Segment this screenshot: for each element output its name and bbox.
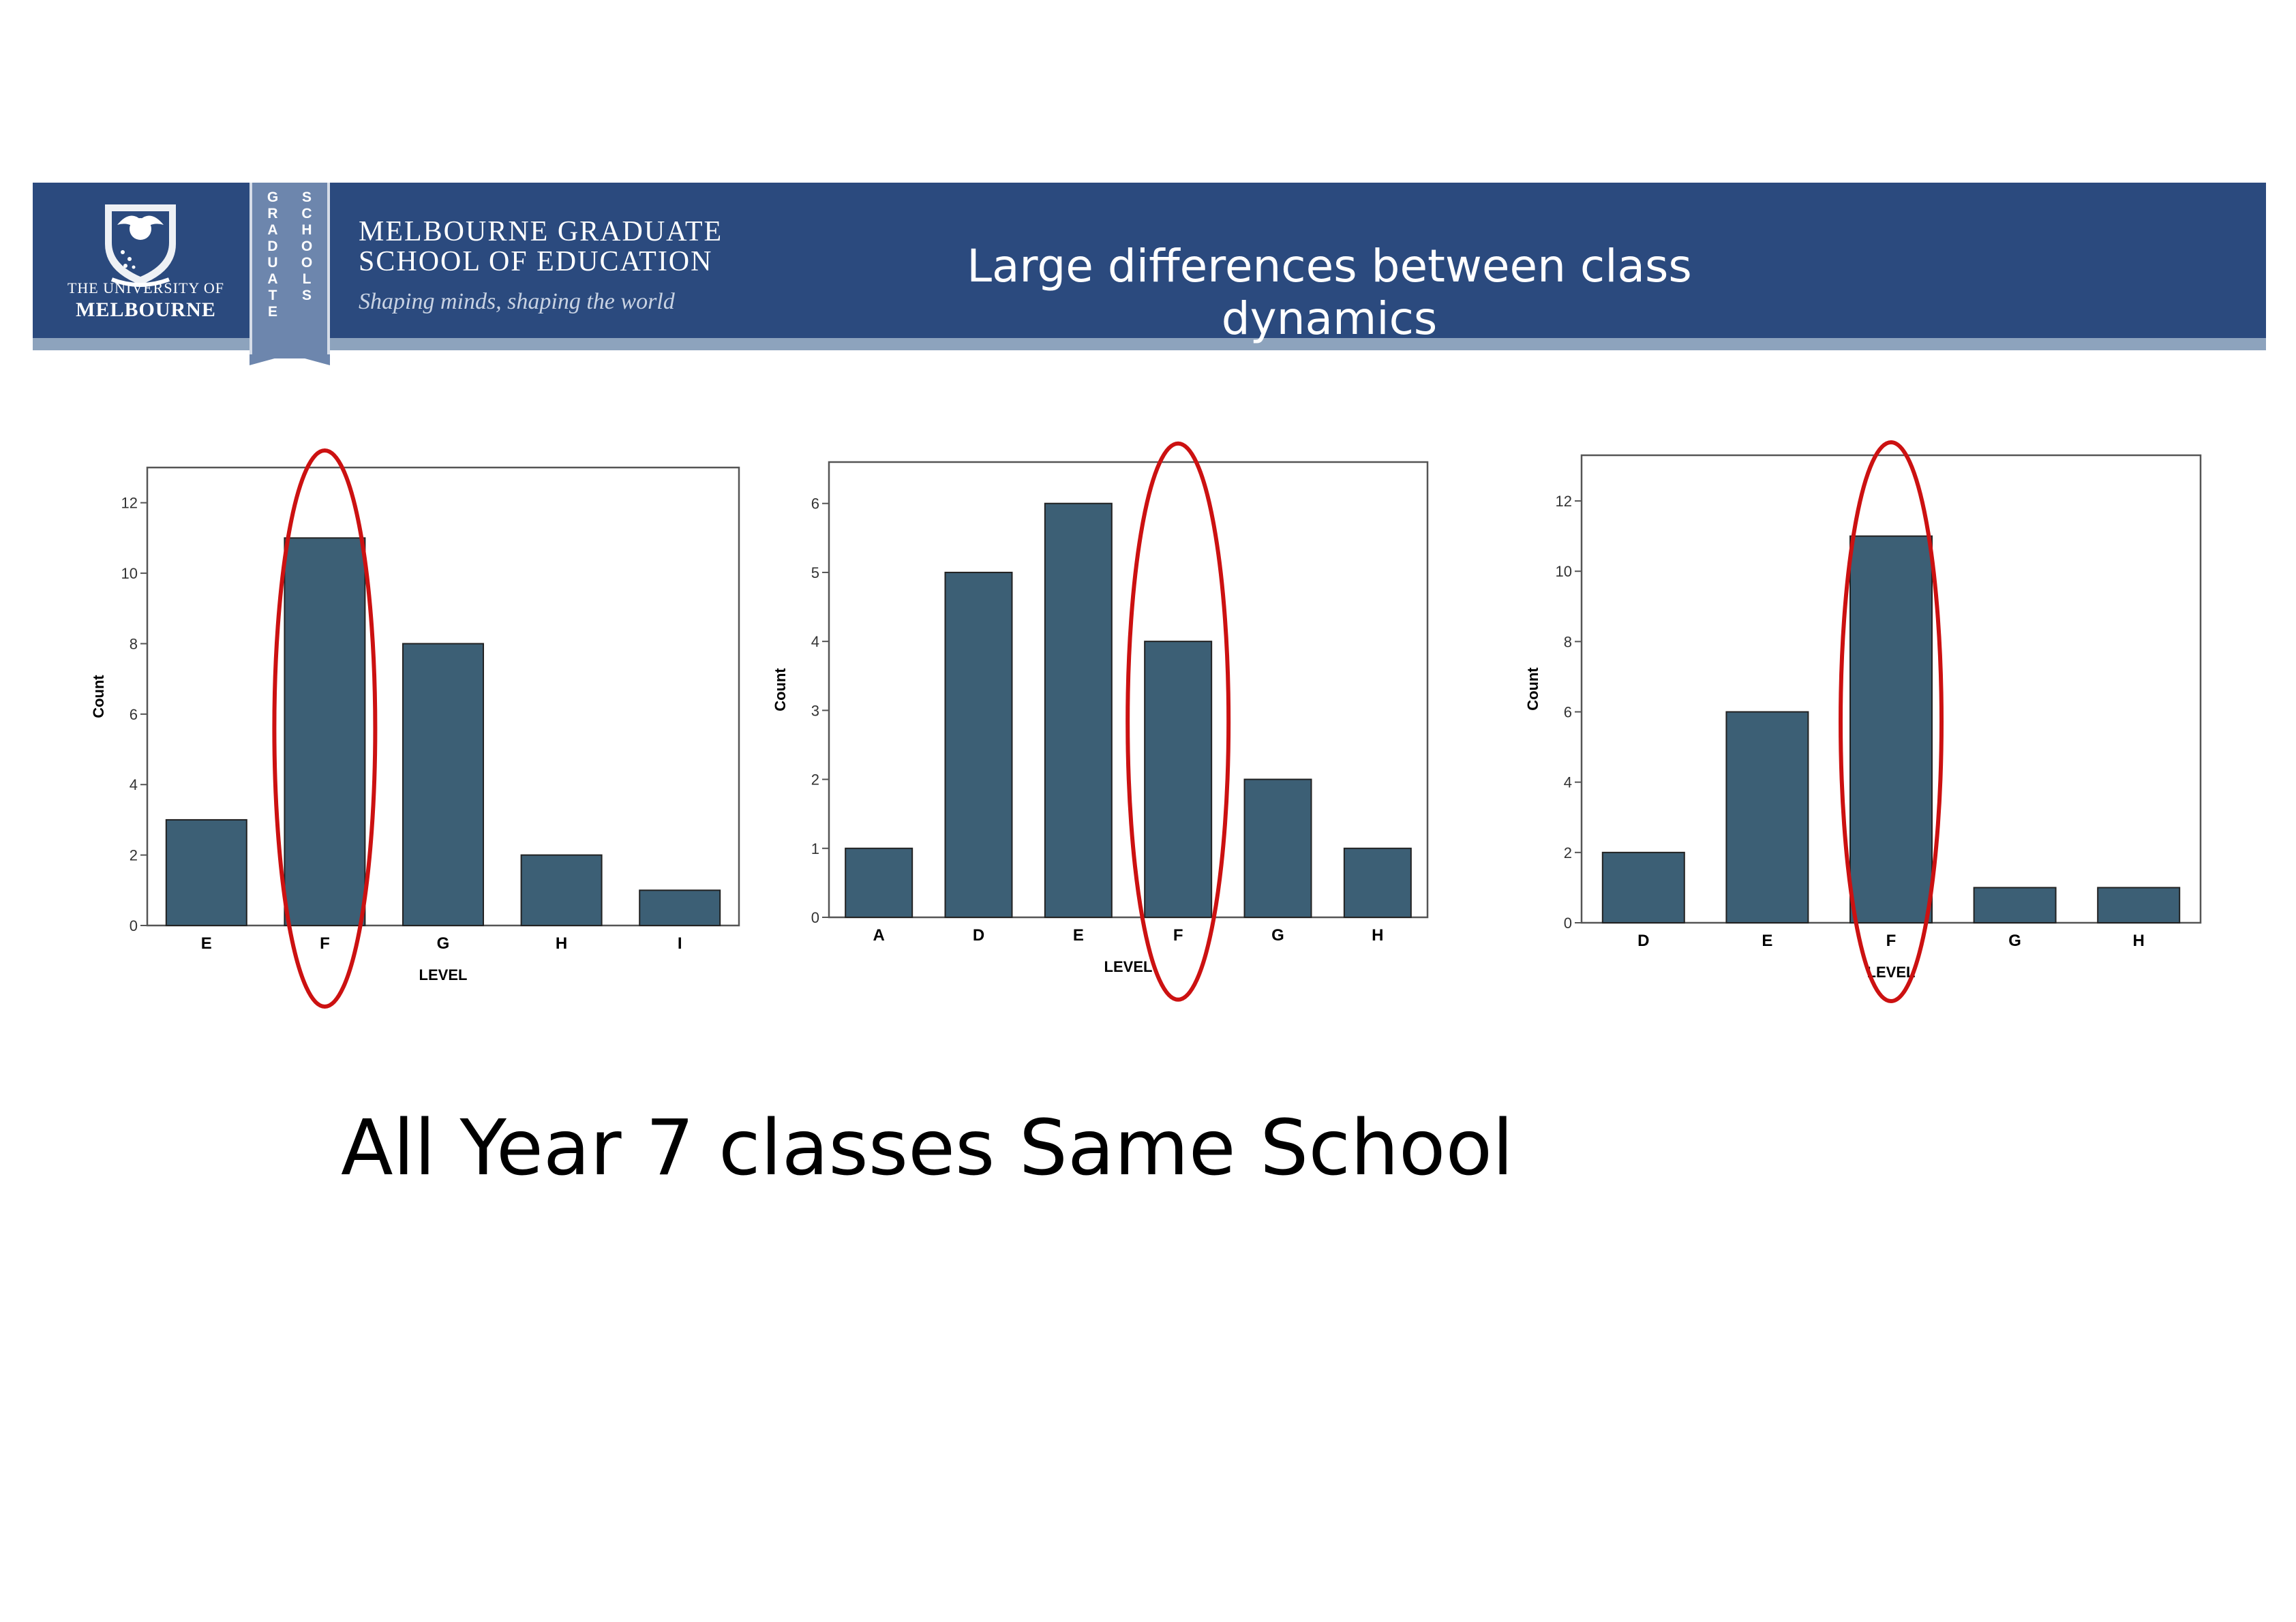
chart2-bar-H [1343,847,1412,918]
y-tick-label: 4 [811,633,819,650]
y-tick-label: 6 [130,706,138,723]
x-tick-label: E [1762,932,1772,950]
x-tick-label: E [201,934,212,953]
y-axis-label: Count [90,675,107,718]
x-tick-label: E [1073,926,1084,945]
x-axis-label: LEVEL [1104,958,1153,975]
header-stripe [33,338,2266,350]
x-tick-label: G [437,934,450,953]
chart1-bar-F [284,537,366,926]
chart2-bar-E [1044,502,1113,918]
y-tick-label: 10 [1556,563,1572,580]
x-tick-label: G [2008,932,2021,950]
chart3-bar-D [1601,851,1685,924]
slide-title: Large differences between class dynamics [967,240,1692,345]
x-tick-label: A [873,926,884,945]
x-axis-label: LEVEL [1867,964,1916,981]
x-tick-label: F [320,934,330,953]
chart2-bar-F [1144,641,1213,918]
y-tick-label: 2 [811,771,819,789]
y-tick-label: 10 [121,565,138,582]
y-tick-label: 12 [121,495,138,512]
y-tick-label: 12 [1556,493,1572,510]
chart2-bar-G [1243,778,1312,919]
y-tick-label: 6 [811,495,819,512]
x-tick-label: H [556,934,567,953]
y-tick-label: 3 [811,702,819,719]
y-tick-label: 8 [1564,633,1572,650]
ribbon-tail [250,354,330,365]
university-name-line1: THE UNIVERSITY OF [67,279,225,296]
chart1-bar-G [402,643,484,926]
y-tick-label: 5 [811,564,819,581]
chart3-bar-E [1725,711,1809,924]
slide-caption: All Year 7 classes Same School [341,1104,1514,1193]
y-tick-label: 4 [130,776,138,793]
y-axis-label: Count [1524,667,1541,711]
school-name-line1: MELBOURNE GRADUATE [359,216,723,247]
x-tick-label: G [1271,926,1284,945]
school-name-line2: SCHOOL OF EDUCATION [359,246,713,277]
x-tick-label: F [1886,932,1897,950]
y-tick-label: 2 [1564,844,1572,861]
chart3-bar-H [2097,887,2181,923]
y-tick-label: 0 [811,909,819,926]
chart1-bar-E [165,818,247,927]
chart2-bar-D [944,571,1013,918]
x-tick-label: H [2133,932,2145,950]
x-axis-label: LEVEL [419,966,468,983]
y-tick-label: 4 [1564,774,1572,791]
y-tick-label: 1 [811,840,819,857]
chart3-bar-F [1849,535,1933,923]
chart1-bar-H [520,854,603,926]
school-tagline: Shaping minds, shaping the world [359,289,675,314]
header-banner [33,183,2266,338]
y-tick-label: 2 [130,847,138,864]
chart2-bar-A [845,847,913,918]
y-tick-label: 0 [130,917,138,934]
chart1-bar-I [639,889,721,927]
x-tick-label: H [1372,926,1383,945]
x-tick-label: D [973,926,984,945]
x-tick-label: F [1173,926,1183,945]
chart3-bar-G [1973,887,2057,923]
y-axis-label: Count [772,668,789,711]
y-tick-label: 6 [1564,704,1572,721]
university-name-line2: MELBOURNE [76,299,216,321]
y-tick-label: 8 [130,635,138,652]
chart2-highlight-ellipse [1126,441,1231,1002]
x-tick-label: D [1637,932,1649,950]
x-tick-label: I [678,934,682,953]
chart3-highlight-ellipse [1839,440,1944,1004]
chart1-highlight-ellipse [272,448,378,1009]
university-crest-icon [105,204,176,287]
y-tick-label: 0 [1564,915,1572,932]
